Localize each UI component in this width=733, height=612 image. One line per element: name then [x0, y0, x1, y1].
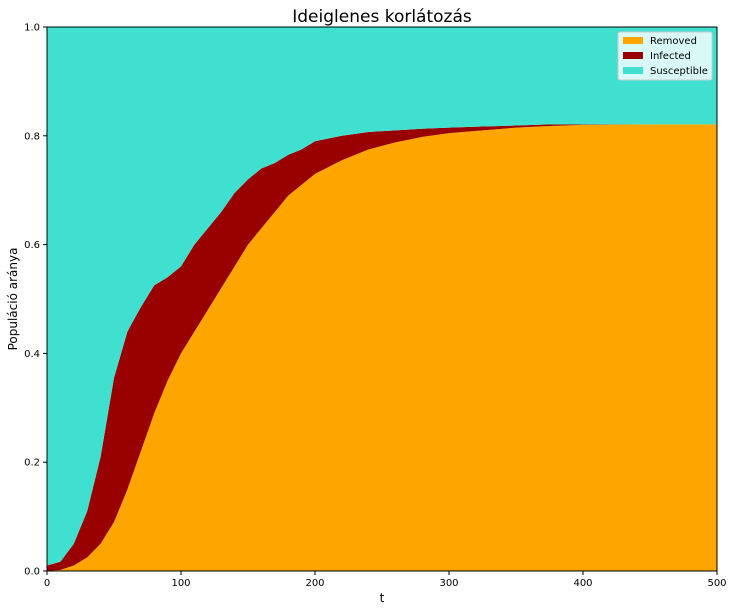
- x-axis-label: t: [380, 591, 385, 605]
- x-tick-label: 400: [573, 578, 592, 589]
- legend-label-removed: Removed: [650, 36, 697, 47]
- x-tick-label: 200: [305, 578, 324, 589]
- x-tick-label: 500: [707, 578, 726, 589]
- area-removed: [47, 124, 717, 571]
- y-tick-label: 0.4: [24, 349, 40, 360]
- legend-label-susceptible: Susceptible: [650, 66, 708, 77]
- plot-area: [47, 27, 717, 571]
- y-tick-label: 0.2: [24, 458, 40, 469]
- chart-title: Ideiglenes korlátozás: [292, 7, 472, 27]
- y-tick-label: 1.0: [24, 23, 40, 34]
- plot-frame: [46, 26, 718, 572]
- x-tick-label: 300: [439, 578, 458, 589]
- legend-label-infected: Infected: [650, 51, 691, 62]
- axes: 0 100 200 300 400 500 0.0 0.2 0.4 0.6 0.8 1.0: [24, 23, 726, 590]
- legend-swatch-infected: [623, 52, 643, 59]
- x-tick-label: 0: [44, 578, 50, 589]
- y-tick-label: 0.8: [24, 131, 40, 142]
- legend-swatch-susceptible: [623, 67, 643, 74]
- area-susceptible: [47, 27, 717, 566]
- y-tick-label: 0.6: [24, 240, 40, 251]
- y-tick-label: 0.0: [24, 567, 40, 578]
- area-infected: [47, 124, 717, 571]
- x-tick-label: 100: [171, 578, 190, 589]
- legend: Removed Infected Susceptible: [617, 31, 713, 81]
- legend-swatch-removed: [623, 37, 643, 44]
- y-axis-label: Populáció aránya: [6, 248, 20, 351]
